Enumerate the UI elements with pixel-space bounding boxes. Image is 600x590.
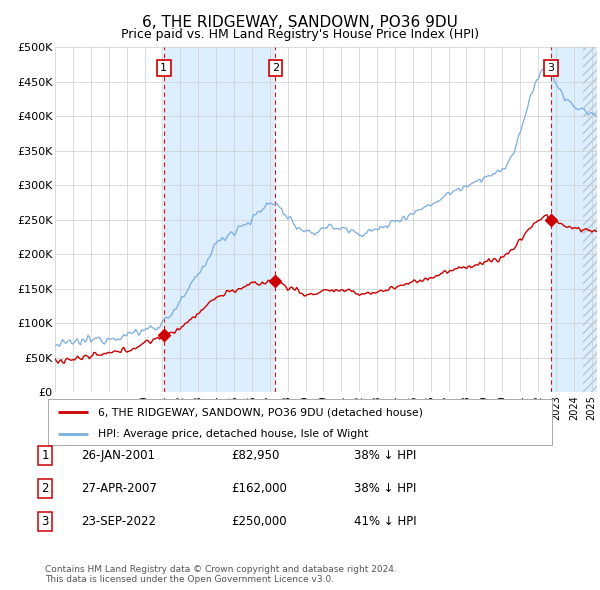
Bar <box>583 47 597 392</box>
Text: 2: 2 <box>41 482 49 495</box>
Text: 2: 2 <box>272 63 279 73</box>
Text: Contains HM Land Registry data © Crown copyright and database right 2024.
This d: Contains HM Land Registry data © Crown c… <box>45 565 397 584</box>
Bar <box>551 47 597 392</box>
Text: 6, THE RIDGEWAY, SANDOWN, PO36 9DU (detached house): 6, THE RIDGEWAY, SANDOWN, PO36 9DU (deta… <box>98 407 424 417</box>
Text: 1: 1 <box>41 449 49 462</box>
Text: 3: 3 <box>548 63 554 73</box>
Text: 27-APR-2007: 27-APR-2007 <box>81 482 157 495</box>
Text: Price paid vs. HM Land Registry's House Price Index (HPI): Price paid vs. HM Land Registry's House … <box>121 28 479 41</box>
Text: £162,000: £162,000 <box>231 482 287 495</box>
Text: £250,000: £250,000 <box>231 515 287 528</box>
Bar <box>164 47 275 392</box>
Text: 1: 1 <box>160 63 167 73</box>
Text: 6, THE RIDGEWAY, SANDOWN, PO36 9DU: 6, THE RIDGEWAY, SANDOWN, PO36 9DU <box>142 15 458 30</box>
Text: HPI: Average price, detached house, Isle of Wight: HPI: Average price, detached house, Isle… <box>98 429 369 439</box>
Text: 38% ↓ HPI: 38% ↓ HPI <box>354 449 416 462</box>
Text: 41% ↓ HPI: 41% ↓ HPI <box>354 515 416 528</box>
Text: 3: 3 <box>41 515 49 528</box>
Text: £82,950: £82,950 <box>231 449 280 462</box>
Text: 26-JAN-2001: 26-JAN-2001 <box>81 449 155 462</box>
Text: 23-SEP-2022: 23-SEP-2022 <box>81 515 156 528</box>
Bar <box>583 47 597 392</box>
Text: 38% ↓ HPI: 38% ↓ HPI <box>354 482 416 495</box>
